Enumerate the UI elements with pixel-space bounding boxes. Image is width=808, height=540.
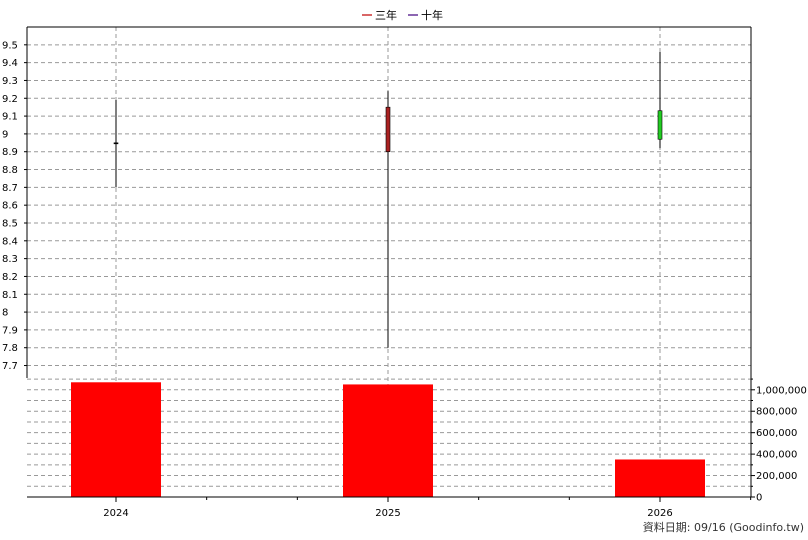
price-tick-label: 8.9	[2, 147, 18, 158]
volume-bar-2025	[343, 384, 433, 497]
price-tick-label: 9.5	[2, 40, 18, 51]
x-tick-label: 2025	[375, 508, 400, 519]
price-tick-label: 8.7	[2, 183, 18, 194]
price-tick-label: 7.7	[2, 361, 18, 372]
price-tick-label: 8.6	[2, 201, 18, 212]
price-tick-label: 8.8	[2, 165, 18, 176]
volume-tick-label: 0	[756, 493, 762, 504]
legend-label: 三年	[375, 8, 397, 22]
price-tick-label: 9.4	[2, 58, 18, 69]
price-tick-label: 9	[2, 129, 8, 140]
price-tick-label: 7.8	[2, 343, 18, 354]
candle-2024	[113, 100, 119, 188]
volume-tick-label: 400,000	[756, 450, 797, 461]
volume-tick-label: 200,000	[756, 471, 797, 482]
price-tick-label: 9.3	[2, 76, 18, 87]
volume-bar-2026	[615, 459, 705, 497]
axes: 2024 2025 2026	[26, 26, 752, 519]
candle-2025	[385, 91, 391, 348]
candle-2026	[657, 51, 663, 149]
candle-body	[113, 142, 119, 145]
price-tick-label: 9.2	[2, 94, 18, 105]
candle-body	[385, 106, 391, 153]
volume-tick-label: 1,000,000	[756, 385, 807, 396]
price-tick-label: 8.1	[2, 290, 18, 301]
volume-bars	[71, 382, 705, 497]
legend-label: 十年	[421, 8, 443, 22]
x-tick-label: 2024	[103, 508, 128, 519]
price-candles	[113, 51, 663, 348]
volume-tick-label: 600,000	[756, 428, 797, 439]
price-tick-label: 8	[2, 308, 8, 319]
price-tick-label: 7.9	[2, 325, 18, 336]
volume-tick-label: 800,000	[756, 407, 797, 418]
price-tick-label: 8.2	[2, 272, 18, 283]
x-tick-label: 2026	[647, 508, 672, 519]
legend-item-2: 十年	[408, 8, 443, 22]
candle-body	[657, 110, 663, 140]
price-tick-label: 9.1	[2, 112, 18, 123]
price-tick-label: 8.3	[2, 254, 18, 265]
price-tick-label: 8.5	[2, 218, 18, 229]
price-tick-label: 8.4	[2, 236, 18, 247]
volume-bar-2024	[71, 382, 161, 497]
legend: 三年 十年	[362, 8, 443, 22]
data-date-footer: 資料日期: 09/16 (Goodinfo.tw)	[643, 520, 804, 534]
legend-item-1: 三年	[362, 8, 397, 22]
